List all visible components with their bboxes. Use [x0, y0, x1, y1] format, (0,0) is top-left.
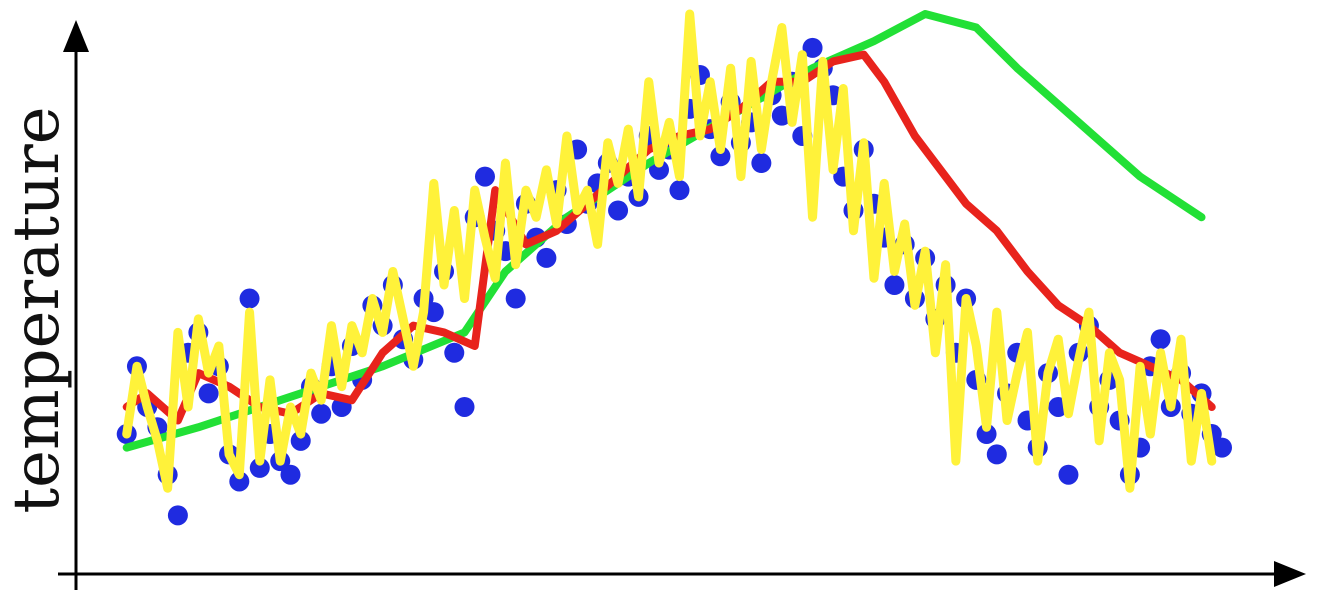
data-point	[280, 464, 301, 485]
data-point	[751, 153, 772, 174]
data-point	[536, 247, 557, 268]
data-point	[669, 180, 690, 201]
plot-area	[116, 9, 1232, 526]
data-point	[198, 383, 219, 404]
data-point	[474, 166, 495, 187]
yellow-line	[122, 9, 1217, 493]
data-point	[1150, 329, 1171, 350]
data-point	[1212, 437, 1232, 458]
data-point	[802, 37, 823, 58]
y-axis-label: temperature	[0, 106, 74, 513]
axes	[58, 20, 1306, 590]
data-point	[649, 159, 669, 180]
data-point	[986, 444, 1007, 465]
green-line	[122, 10, 1206, 452]
data-point	[1058, 464, 1079, 485]
data-point	[505, 288, 526, 309]
data-point	[167, 505, 188, 526]
data-point	[444, 342, 465, 363]
data-point	[423, 302, 444, 323]
data-point	[608, 200, 629, 221]
data-point	[454, 396, 475, 417]
data-point	[239, 288, 260, 309]
data-point	[311, 403, 332, 424]
data-point	[290, 430, 311, 451]
x-axis-arrow	[1274, 561, 1306, 587]
y-axis-arrow	[63, 20, 89, 52]
data-point	[884, 275, 905, 295]
data-point	[976, 424, 997, 445]
data-point	[249, 457, 270, 478]
data-point	[229, 471, 250, 492]
data-point	[710, 146, 731, 167]
